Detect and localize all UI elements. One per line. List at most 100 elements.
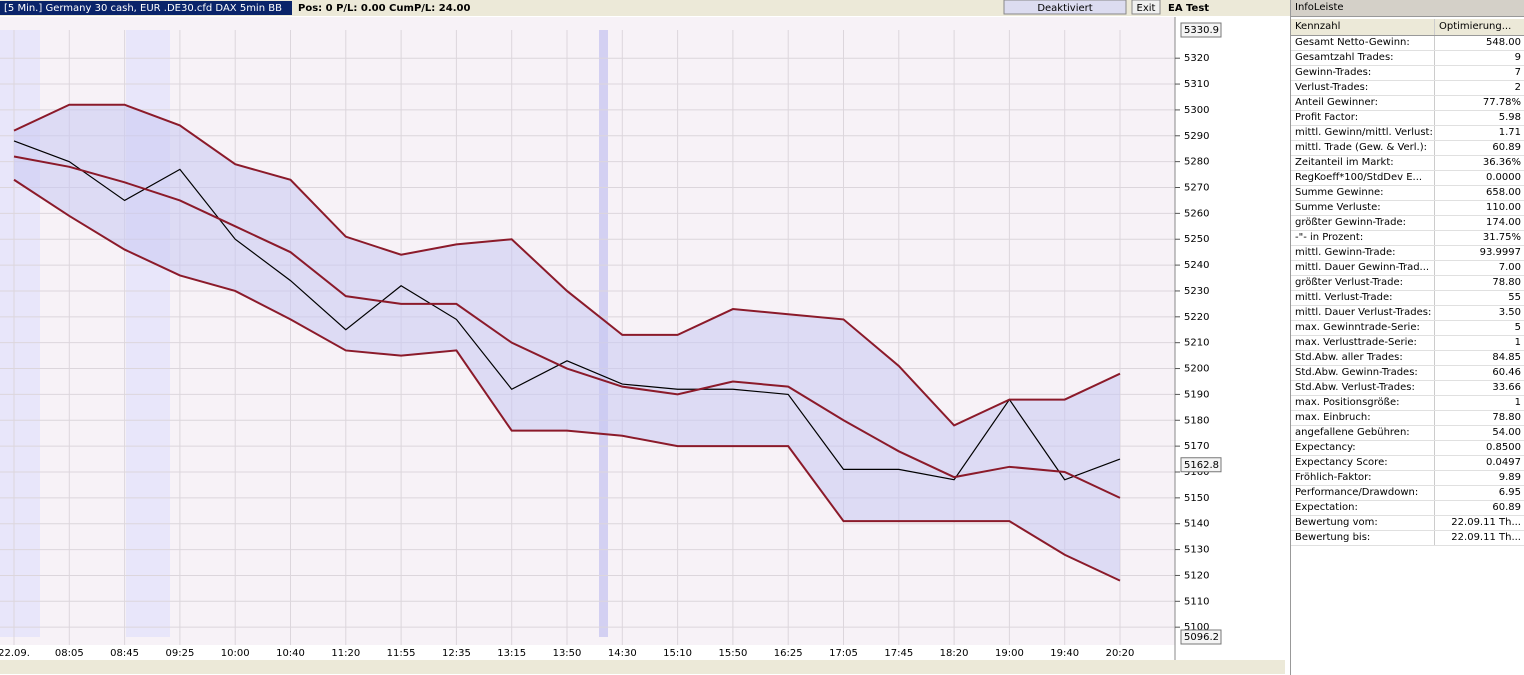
state-button-label[interactable]: Deaktiviert bbox=[1037, 3, 1092, 14]
info-key: Profit Factor: bbox=[1291, 111, 1435, 125]
info-value: 1.71 bbox=[1498, 127, 1521, 138]
info-value: 7 bbox=[1514, 67, 1521, 78]
info-key: mittl. Dauer Verlust-Trades: bbox=[1291, 306, 1435, 320]
info-value: 84.85 bbox=[1492, 352, 1521, 363]
band-line bbox=[13, 155, 1121, 499]
y-tick-label: 5280 bbox=[1184, 157, 1209, 168]
info-key: Fröhlich-Faktor: bbox=[1291, 471, 1435, 485]
info-value: 78.80 bbox=[1492, 412, 1521, 423]
info-value: 5.98 bbox=[1498, 112, 1521, 123]
info-key: max. Verlusttrade-Serie: bbox=[1291, 336, 1435, 350]
info-key: Expectancy: bbox=[1291, 441, 1435, 455]
info-value: 658.00 bbox=[1486, 187, 1521, 198]
info-value: 77.78% bbox=[1482, 97, 1521, 108]
info-value: 93.9997 bbox=[1479, 247, 1521, 258]
y-tick-label: 5320 bbox=[1184, 53, 1209, 64]
y-tick-label: 5110 bbox=[1184, 596, 1209, 607]
info-key: Verlust-Trades: bbox=[1291, 81, 1435, 95]
y-tick-label: 5120 bbox=[1184, 570, 1209, 581]
info-value: 78.80 bbox=[1492, 277, 1521, 288]
panel-rows: Gesamt Netto-Gewinn: 548.00 Gesamtzahl Tra… bbox=[1291, 36, 1524, 546]
y-tick-label: 5290 bbox=[1184, 131, 1209, 142]
info-row: angefallene Gebühren: 54.00 bbox=[1291, 426, 1524, 441]
info-row: Gesamtzahl Trades: 9 bbox=[1291, 51, 1524, 66]
price-box-label: 5162.8 bbox=[1184, 460, 1219, 471]
x-tick-label: 10:00 bbox=[221, 648, 250, 659]
info-key: Summe Verluste: bbox=[1291, 201, 1435, 215]
x-tick-label: 20:20 bbox=[1106, 648, 1135, 659]
info-key: mittl. Verlust-Trade: bbox=[1291, 291, 1435, 305]
info-row: mittl. Dauer Gewinn-Trad... 7.00 bbox=[1291, 261, 1524, 276]
x-tick-label: 22.09. bbox=[0, 648, 30, 659]
info-key: mittl. Gewinn/mittl. Verlust: bbox=[1291, 126, 1435, 140]
info-key: Gewinn-Trades: bbox=[1291, 66, 1435, 80]
info-row: mittl. Verlust-Trade: 55 bbox=[1291, 291, 1524, 306]
y-tick-label: 5100 bbox=[1184, 622, 1209, 633]
status: Pos: 0 P/L: 0.00 CumP/L: 24.00 bbox=[298, 3, 470, 14]
x-tick-label: 19:40 bbox=[1050, 648, 1079, 659]
y-tick-label: 5160 bbox=[1184, 467, 1209, 478]
y-tick-label: 5260 bbox=[1184, 208, 1209, 219]
column-header[interactable]: Optimierung... bbox=[1439, 21, 1512, 32]
info-value: 9.89 bbox=[1498, 472, 1521, 483]
info-key: Std.Abw. Gewinn-Trades: bbox=[1291, 366, 1435, 380]
panel-title: InfoLeiste bbox=[1291, 0, 1524, 17]
info-value: 7.00 bbox=[1498, 262, 1521, 273]
x-tick-label: 12:35 bbox=[442, 648, 471, 659]
x-tick-label: 09:25 bbox=[165, 648, 194, 659]
info-row: mittl. Gewinn-Trade: 93.9997 bbox=[1291, 246, 1524, 261]
info-value: 1 bbox=[1514, 337, 1521, 348]
info-key: Expectation: bbox=[1291, 501, 1435, 515]
price-box bbox=[1180, 629, 1222, 645]
exit-button-label[interactable]: Exit bbox=[1137, 3, 1156, 14]
info-row: Bewertung bis: 22.09.11 Th... bbox=[1291, 531, 1524, 546]
info-key: mittl. Gewinn-Trade: bbox=[1291, 246, 1435, 260]
x-tick-label: 18:20 bbox=[940, 648, 969, 659]
y-tick-label: 5150 bbox=[1184, 493, 1209, 504]
info-row: RegKoeff*100/StdDev E... 0.0000 bbox=[1291, 171, 1524, 186]
info-row: Gesamt Netto-Gewinn: 548.00 bbox=[1291, 36, 1524, 51]
title-box bbox=[0, 1, 292, 15]
price-line bbox=[13, 140, 1121, 481]
price-box-label: 5330.9 bbox=[1184, 25, 1219, 36]
info-row: größter Gewinn-Trade: 174.00 bbox=[1291, 216, 1524, 231]
info-key: größter Verlust-Trade: bbox=[1291, 276, 1435, 290]
info-row: Anteil Gewinner: 77.78% bbox=[1291, 96, 1524, 111]
info-row: mittl. Gewinn/mittl. Verlust: 1.71 bbox=[1291, 126, 1524, 141]
x-tick-label: 11:20 bbox=[331, 648, 360, 659]
band-fill bbox=[14, 104, 1120, 581]
info-key: Gesamtzahl Trades: bbox=[1291, 51, 1435, 65]
info-value: 9 bbox=[1514, 52, 1521, 63]
scrollbar[interactable] bbox=[0, 660, 1285, 674]
info-value: 5 bbox=[1514, 322, 1521, 333]
info-key: Expectancy Score: bbox=[1291, 456, 1435, 470]
info-value: 60.46 bbox=[1492, 367, 1521, 378]
info-key: mittl. Trade (Gew. & Verl.): bbox=[1291, 141, 1435, 155]
info-value: 31.75% bbox=[1482, 232, 1521, 243]
info-row: Std.Abw. Gewinn-Trades: 60.46 bbox=[1291, 366, 1524, 381]
info-value: 22.09.11 Th... bbox=[1451, 517, 1521, 528]
column-header[interactable]: Kennzahl bbox=[1291, 19, 1435, 35]
exit-button[interactable] bbox=[1131, 0, 1161, 15]
toolbar bbox=[0, 0, 1290, 16]
x-tick-label: 17:45 bbox=[884, 648, 913, 659]
info-key: max. Gewinntrade-Serie: bbox=[1291, 321, 1435, 335]
y-tick-label: 5200 bbox=[1184, 364, 1209, 375]
y-tick-label: 5180 bbox=[1184, 415, 1209, 426]
y-tick-label: 5300 bbox=[1184, 105, 1209, 116]
info-value: 548.00 bbox=[1486, 37, 1521, 48]
info-row: Std.Abw. aller Trades: 84.85 bbox=[1291, 351, 1524, 366]
y-tick-label: 5310 bbox=[1184, 79, 1209, 90]
y-tick-label: 5130 bbox=[1184, 545, 1209, 556]
info-key: max. Positionsgröße: bbox=[1291, 396, 1435, 410]
info-row: Expectation: 60.89 bbox=[1291, 501, 1524, 516]
state-button[interactable] bbox=[1003, 0, 1127, 15]
info-row: Profit Factor: 5.98 bbox=[1291, 111, 1524, 126]
info-row: Summe Gewinne: 658.00 bbox=[1291, 186, 1524, 201]
info-key: Zeitanteil im Markt: bbox=[1291, 156, 1435, 170]
x-tick-label: 17:05 bbox=[829, 648, 858, 659]
info-value: 0.0497 bbox=[1486, 457, 1521, 468]
chart-title: [5 Min.] Germany 30 cash, EUR .DE30.cfd … bbox=[4, 3, 282, 14]
info-row: Zeitanteil im Markt: 36.36% bbox=[1291, 156, 1524, 171]
